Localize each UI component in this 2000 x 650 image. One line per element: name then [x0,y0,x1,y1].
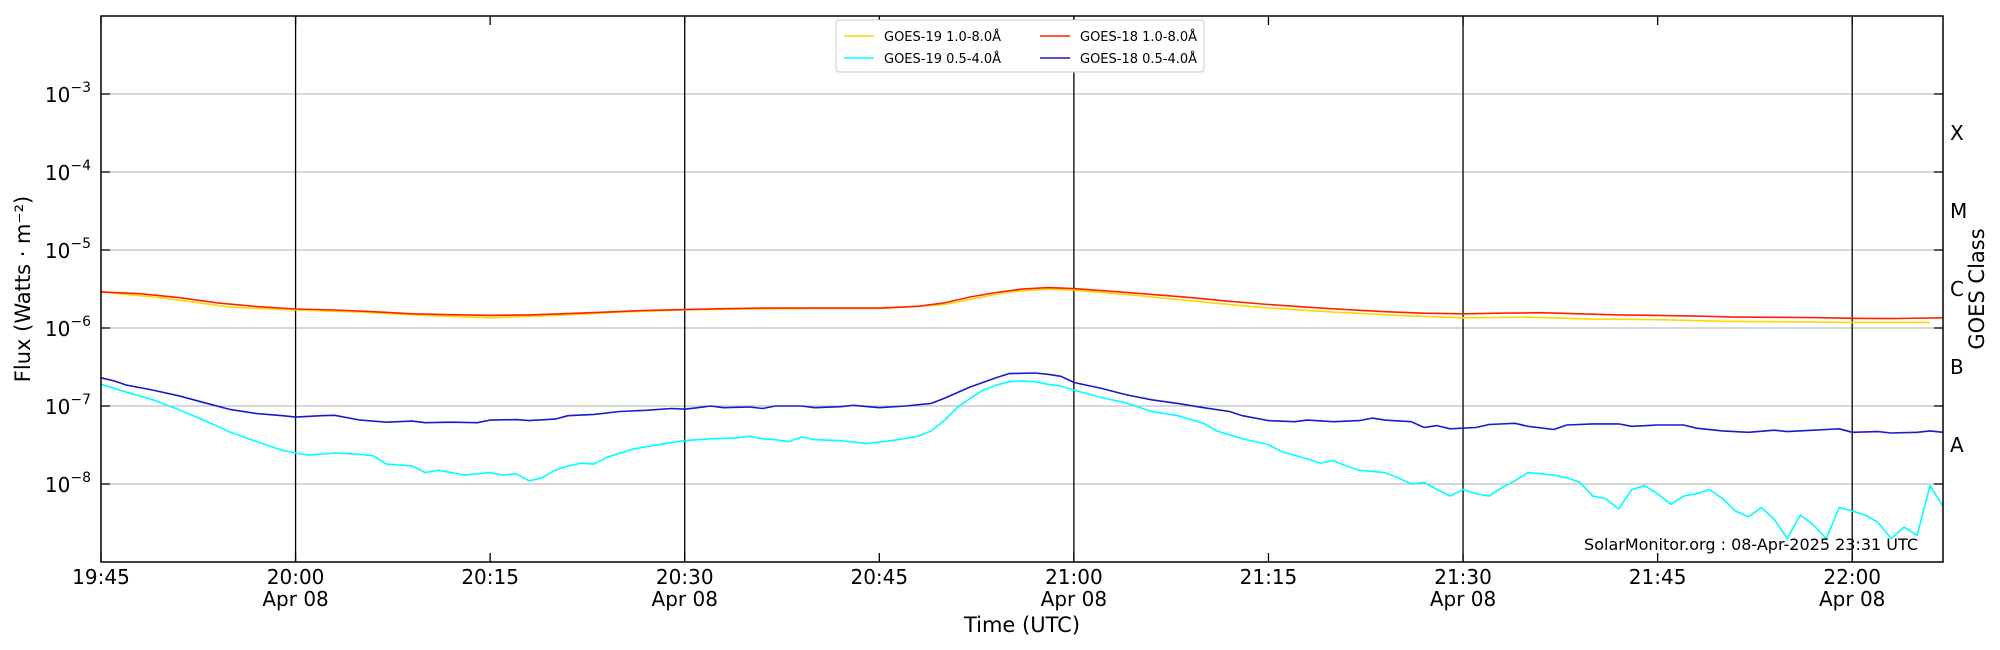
y-tick-exponent: −6 [70,314,91,330]
y-tick-label: 10−3 [45,80,91,107]
y-tick-label: 10−6 [45,314,91,341]
legend: GOES-19 1.0-8.0Å GOES-19 0.5-4.0Å GOES-18 … [835,19,1205,73]
x-tick-label: 21:30 [1434,565,1492,589]
y-tick-exponent: −5 [70,236,91,252]
x-tick-label: 21:00 [1045,565,1103,589]
right-axis-title: GOES Class [1965,228,1989,349]
x-tick-label: 20:45 [850,565,908,589]
y-tick-label: 10−4 [45,158,91,185]
legend-box [835,19,1205,73]
x-tick-date-label: Apr 08 [1041,587,1107,611]
legend-label: GOES-18 1.0-8.0Å [1080,29,1197,45]
x-tick-date-label: Apr 08 [1430,587,1496,611]
y-tick-base: 10 [45,473,70,497]
plot-frame [100,15,1944,563]
x-axis-title: Time (UTC) [963,613,1080,637]
y-tick-base: 10 [45,317,70,341]
y-tick-label: 10−7 [45,392,91,419]
series-line-goes-19-1-0-8-0a [100,288,1930,324]
y-tick-exponent: −7 [70,392,91,408]
series-line-goes-18-0-5-4-0a [100,372,1944,434]
credit-annotation: SolarMonitor.org : 08-Apr-2025 23:31 UTC [1584,535,1918,554]
y-tick-exponent: −3 [70,80,91,96]
y-tick-label: 10−8 [45,470,91,497]
goes-class-c-label: C [1950,277,1964,301]
y-tick-base: 10 [45,239,70,263]
x-tick-label: 22:00 [1823,565,1881,589]
x-tick-date-label: Apr 08 [652,587,718,611]
y-axis-title: Flux (Watts · m⁻²) [11,196,35,382]
y-tick-label: 10−5 [45,236,91,263]
y-tick-exponent: −8 [70,470,91,486]
goes-class-m-label: M [1950,199,1967,223]
grid-layer [101,16,1943,562]
legend-label: GOES-19 1.0-8.0Å [884,29,1001,45]
y-tick-base: 10 [45,83,70,107]
x-tick-date-label: Apr 08 [262,587,328,611]
legend-label: GOES-18 0.5-4.0Å [1080,51,1197,67]
series-layer [100,286,1944,540]
goes-class-b-label: B [1950,355,1964,379]
x-tick-label: 20:30 [656,565,714,589]
x-tick-label: 21:15 [1240,565,1298,589]
goes-class-a-label: A [1950,433,1964,457]
x-tick-label: 20:00 [267,565,325,589]
x-tick-label: 20:15 [461,565,519,589]
y-tick-base: 10 [45,395,70,419]
y-tick-exponent: −4 [70,158,91,174]
series-line-goes-18-1-0-8-0a [100,286,1944,320]
x-tick-label: 21:45 [1629,565,1687,589]
y-tick-base: 10 [45,161,70,185]
legend-label: GOES-19 0.5-4.0Å [884,51,1001,67]
series-line-goes-19-0-5-4-0a [100,380,1944,540]
x-tick-date-label: Apr 08 [1819,587,1885,611]
x-tick-label: 19:45 [72,565,130,589]
goes-class-x-label: X [1950,121,1964,145]
